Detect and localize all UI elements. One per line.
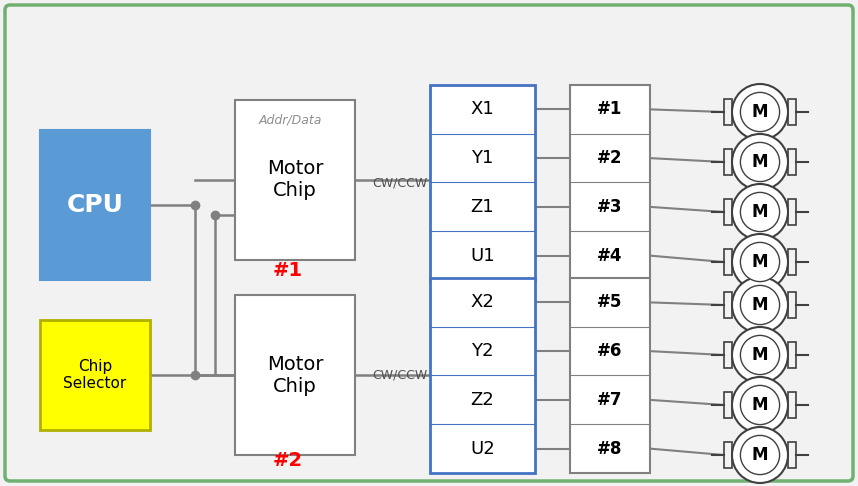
Text: #2: #2 [597,149,623,167]
Text: Chip
Selector: Chip Selector [63,359,127,391]
Bar [788,442,796,468]
Circle shape [740,285,780,325]
Circle shape [740,243,780,281]
Bar [570,85,650,280]
Bar [724,293,732,317]
Bar [40,320,150,430]
Bar [724,249,732,275]
Bar [724,199,732,225]
Text: M: M [752,296,768,314]
Text: M: M [752,203,768,221]
Circle shape [740,385,780,425]
Text: M: M [752,253,768,271]
Bar [788,100,796,124]
Bar [724,100,732,124]
Bar [430,85,535,280]
Text: Z1: Z1 [471,198,494,216]
FancyBboxPatch shape [5,5,853,481]
Text: #1: #1 [273,260,303,279]
Circle shape [740,142,780,182]
Text: M: M [752,446,768,464]
Bar [570,278,650,473]
Circle shape [732,84,788,140]
Text: #6: #6 [597,342,623,360]
Circle shape [740,335,780,375]
Text: CW/CCW: CW/CCW [372,368,427,382]
Text: Y2: Y2 [471,342,493,360]
Bar [724,442,732,468]
Bar [724,149,732,174]
Text: M: M [752,346,768,364]
Text: CPU: CPU [67,193,124,217]
Bar [724,343,732,367]
Bar [788,199,796,225]
Bar [430,278,535,473]
Circle shape [732,184,788,240]
Bar [40,130,150,280]
Circle shape [732,234,788,290]
Bar [235,295,355,455]
Text: U1: U1 [470,246,495,264]
Text: U2: U2 [470,440,495,458]
Text: Y1: Y1 [471,149,493,167]
Text: Motor
Chip: Motor Chip [267,159,323,201]
Text: #5: #5 [597,294,623,312]
Text: M: M [752,396,768,414]
Text: #7: #7 [597,391,623,409]
Bar [235,100,355,260]
Text: Addr/Data: Addr/Data [258,114,322,126]
Bar [788,149,796,174]
Text: #4: #4 [597,246,623,264]
Circle shape [732,377,788,433]
Circle shape [732,277,788,333]
Text: Z2: Z2 [471,391,494,409]
Circle shape [740,435,780,475]
Text: #2: #2 [273,451,303,469]
Text: #3: #3 [597,198,623,216]
Bar [788,293,796,317]
Bar [788,343,796,367]
Bar [788,249,796,275]
Text: X2: X2 [470,294,494,312]
Text: M: M [752,153,768,171]
Circle shape [740,92,780,132]
Circle shape [732,327,788,383]
Text: M: M [752,103,768,121]
Bar [724,392,732,417]
Text: #1: #1 [597,101,623,119]
Text: X1: X1 [471,101,494,119]
Text: CW/CCW: CW/CCW [372,176,427,190]
Circle shape [740,192,780,232]
Text: #8: #8 [597,440,623,458]
Circle shape [732,427,788,483]
Circle shape [732,134,788,190]
Text: Motor
Chip: Motor Chip [267,354,323,396]
Bar [788,392,796,417]
